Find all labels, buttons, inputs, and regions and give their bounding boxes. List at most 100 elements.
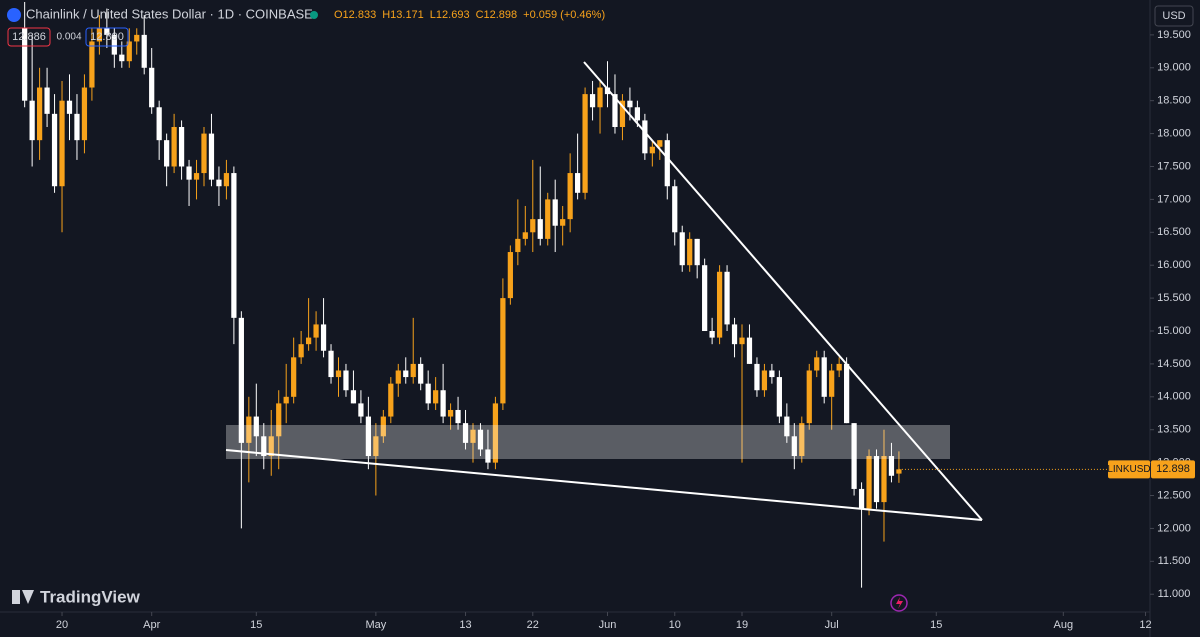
candle-body <box>709 331 715 338</box>
y-tick-label: 18.000 <box>1157 127 1191 139</box>
x-tick-label: 19 <box>736 619 748 631</box>
candle-body <box>74 113 80 141</box>
candle-body <box>776 377 782 417</box>
candle-body <box>702 265 708 332</box>
candle-body <box>425 383 431 404</box>
bid-box[interactable] <box>7 27 51 47</box>
candle-body <box>380 416 386 437</box>
events-icon[interactable] <box>896 597 903 609</box>
candle-body <box>81 87 88 141</box>
candle-body <box>231 173 237 318</box>
candle-body <box>291 357 297 397</box>
candle-body <box>149 67 155 108</box>
candle-body <box>470 429 476 443</box>
candle-body <box>313 324 319 338</box>
candle-body <box>403 370 409 378</box>
candle-body <box>627 100 633 108</box>
candle-body <box>485 449 491 463</box>
y-tick-label: 12.500 <box>1157 489 1191 501</box>
candle-body <box>552 199 558 226</box>
candle-body <box>395 370 401 384</box>
y-tick-label: 14.000 <box>1157 391 1191 403</box>
ask-box[interactable] <box>85 27 129 47</box>
currency-button[interactable] <box>1154 5 1194 27</box>
chart-title: Chainlink / United States Dollar · 1D · … <box>26 6 313 21</box>
symbol-label-box <box>1108 460 1150 479</box>
candle-body <box>246 416 252 443</box>
candle-body <box>500 298 506 404</box>
candle-body <box>507 252 513 299</box>
candle-body <box>769 370 775 378</box>
candle-body <box>171 127 177 167</box>
candle-body <box>672 186 678 233</box>
candle-body <box>328 350 334 378</box>
candle-body <box>649 146 655 154</box>
candle-body <box>373 436 379 457</box>
candle-body <box>761 370 768 391</box>
candle-body <box>440 390 446 417</box>
candle-body <box>51 113 58 187</box>
candle-body <box>276 403 282 437</box>
candle-body <box>96 28 102 42</box>
last-price-box <box>1151 460 1195 479</box>
candle-body <box>320 324 327 351</box>
ask[interactable]: 12.890 <box>90 31 124 43</box>
branding: TradingView <box>40 587 141 606</box>
y-tick-label: 17.500 <box>1157 160 1191 172</box>
candle-body <box>186 166 192 180</box>
candle-body <box>208 133 215 180</box>
candle-body <box>858 488 865 509</box>
candle-body <box>462 423 469 443</box>
candle-body <box>604 87 611 95</box>
y-tick-label: 16.500 <box>1157 226 1191 238</box>
status-dot <box>310 11 318 19</box>
candle-body <box>410 363 416 378</box>
candle-body <box>283 396 289 404</box>
candle-body <box>305 337 312 345</box>
support-zone <box>226 425 950 459</box>
logo-mark <box>22 590 34 604</box>
candle-body <box>582 94 588 193</box>
candle-body <box>597 87 603 108</box>
candle-body <box>433 390 439 404</box>
candle-body <box>836 363 842 371</box>
candle-body <box>612 94 618 128</box>
y-tick-label: 12.000 <box>1157 522 1191 534</box>
candle-body <box>477 429 484 450</box>
candle-body <box>59 100 65 187</box>
candle-body <box>881 456 887 503</box>
trend-line-upper <box>583 61 983 521</box>
candle-body <box>784 416 790 437</box>
candle-body <box>223 173 230 187</box>
candle-body <box>178 127 185 167</box>
candle-body <box>455 409 461 424</box>
legend-item: H13.171 <box>382 9 424 21</box>
candle-body <box>388 383 394 417</box>
candle-body <box>634 107 641 121</box>
candle-body <box>642 120 648 154</box>
symbol-label: LINKUSD <box>1107 464 1150 475</box>
candle-body <box>156 107 162 141</box>
candle-body <box>66 100 73 114</box>
bid[interactable]: 12.886 <box>12 31 46 43</box>
candle-body <box>447 409 454 417</box>
currency[interactable]: USD <box>1162 10 1185 22</box>
y-tick-label: 17.000 <box>1157 193 1191 205</box>
candle-body <box>716 271 723 338</box>
candle-body <box>350 390 357 404</box>
candle-body <box>806 370 812 424</box>
y-tick-label: 16.000 <box>1157 259 1191 271</box>
candle-body <box>888 456 895 476</box>
candle-body <box>216 179 222 187</box>
candle-body <box>358 403 364 417</box>
y-tick-label: 19.500 <box>1157 29 1191 41</box>
candle-body <box>799 423 805 457</box>
candle-body <box>664 140 670 187</box>
x-tick-label: Apr <box>143 619 160 631</box>
candle-body <box>866 456 872 509</box>
events-icon[interactable] <box>890 594 908 612</box>
candle-body <box>268 436 274 457</box>
candle-body <box>365 416 372 457</box>
candle-body <box>522 232 528 239</box>
candle-body <box>29 100 35 141</box>
